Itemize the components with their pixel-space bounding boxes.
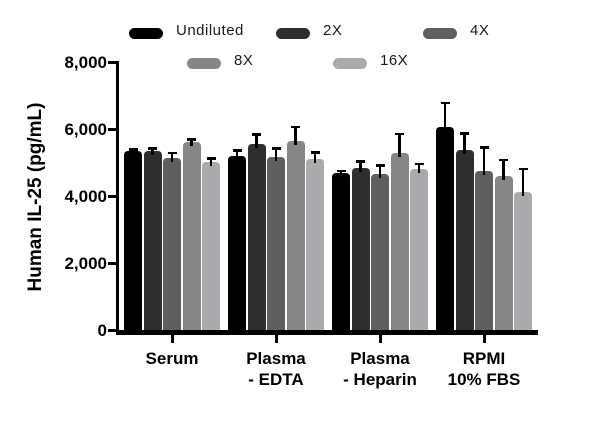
error-bar-cap bbox=[395, 132, 404, 136]
x-axis-tick bbox=[170, 334, 174, 343]
y-tick-label: 8,000 bbox=[64, 52, 107, 72]
x-axis-tick bbox=[482, 334, 486, 343]
error-bar-line bbox=[463, 133, 466, 155]
error-bar-cap bbox=[148, 147, 157, 150]
error-bar-line bbox=[151, 148, 154, 156]
bar-16x-group3 bbox=[410, 168, 428, 330]
error-bar-cap bbox=[460, 132, 469, 135]
error-bar-cap bbox=[271, 147, 281, 150]
error-bar-line bbox=[521, 168, 525, 196]
y-tick-label: 0 bbox=[97, 320, 107, 340]
error-bar-line bbox=[378, 165, 382, 178]
bar-8x-group1 bbox=[182, 142, 201, 330]
x-axis-group-label: Plasma - EDTA bbox=[246, 349, 306, 389]
bar-undiluted-group2 bbox=[228, 156, 246, 330]
error-bar-cap bbox=[167, 151, 177, 155]
x-axis-group-label: RPMI 10% FBS bbox=[447, 349, 521, 389]
legend-swatch-2x bbox=[276, 28, 310, 39]
error-bar-line bbox=[235, 150, 239, 161]
bar-4x-group1 bbox=[163, 158, 181, 330]
bar-8x-group2 bbox=[286, 140, 305, 330]
error-bar-cap bbox=[252, 133, 261, 136]
error-bar-line bbox=[417, 163, 421, 173]
error-bar-cap bbox=[375, 164, 385, 167]
y-axis-line bbox=[116, 61, 119, 334]
bar-undiluted-group4 bbox=[436, 126, 454, 330]
bar-undiluted-group1 bbox=[124, 151, 142, 330]
bar-16x-group4 bbox=[514, 191, 532, 330]
y-axis-tick bbox=[108, 328, 116, 332]
error-bar-cap bbox=[499, 158, 508, 162]
error-bar-line bbox=[313, 152, 317, 164]
error-bar-line bbox=[294, 126, 297, 145]
legend-label-8x: 8X bbox=[234, 52, 254, 69]
error-bar-line bbox=[170, 152, 174, 163]
error-bar-cap bbox=[518, 167, 528, 171]
error-bar-line bbox=[482, 147, 486, 175]
error-bar-line bbox=[274, 148, 278, 162]
error-bar-line bbox=[359, 161, 362, 173]
bar-16x-group1 bbox=[202, 162, 220, 330]
error-bar-cap bbox=[310, 151, 320, 154]
error-bar-line bbox=[190, 139, 193, 147]
bar-2x-group1 bbox=[143, 151, 162, 330]
error-bar-line bbox=[131, 149, 135, 156]
bar-8x-group4 bbox=[494, 175, 513, 330]
error-bar-cap bbox=[356, 160, 365, 163]
y-tick-label: 2,000 bbox=[64, 253, 107, 273]
bar-undiluted-group3 bbox=[332, 172, 350, 330]
error-bar-line bbox=[443, 102, 447, 131]
error-bar-cap bbox=[414, 162, 424, 165]
error-bar-cap bbox=[336, 169, 346, 173]
error-bar-line bbox=[339, 170, 343, 177]
bar-8x-group3 bbox=[390, 153, 409, 330]
legend-swatch-16x bbox=[333, 58, 367, 69]
error-bar-cap bbox=[187, 138, 196, 141]
bar-2x-group4 bbox=[455, 150, 474, 330]
y-axis-tick bbox=[108, 194, 116, 198]
bar-2x-group3 bbox=[351, 168, 370, 330]
error-bar-cap bbox=[479, 146, 489, 149]
error-bar-cap bbox=[128, 148, 138, 151]
legend-label-undiluted: Undiluted bbox=[176, 22, 244, 39]
x-axis-group-label: Serum bbox=[145, 349, 199, 368]
x-axis-tick bbox=[274, 334, 278, 343]
y-axis-tick bbox=[108, 60, 116, 64]
error-bar-line bbox=[255, 134, 258, 149]
error-bar-line bbox=[398, 133, 401, 158]
legend-label-16x: 16X bbox=[380, 52, 409, 69]
x-axis-line bbox=[116, 330, 538, 335]
error-bar-cap bbox=[440, 101, 450, 105]
x-axis-group-label: Plasma - Heparin bbox=[343, 349, 417, 389]
x-axis-tick bbox=[378, 334, 382, 343]
error-bar-cap bbox=[206, 157, 216, 160]
error-bar-line bbox=[502, 159, 505, 180]
bar-16x-group2 bbox=[306, 159, 324, 330]
y-tick-label: 4,000 bbox=[64, 186, 107, 206]
y-axis-tick bbox=[108, 261, 116, 265]
legend-swatch-undiluted bbox=[129, 28, 163, 39]
legend-label-4x: 4X bbox=[470, 22, 490, 39]
bar-2x-group2 bbox=[247, 144, 266, 330]
y-tick-label: 6,000 bbox=[64, 119, 107, 139]
error-bar-line bbox=[209, 158, 213, 167]
error-bar-cap bbox=[291, 125, 300, 129]
bar-4x-group3 bbox=[371, 173, 389, 330]
legend-swatch-4x bbox=[423, 28, 457, 39]
legend-label-2x: 2X bbox=[323, 22, 343, 39]
bar-4x-group4 bbox=[475, 170, 493, 330]
bar-4x-group2 bbox=[267, 157, 285, 330]
error-bar-cap bbox=[232, 149, 242, 152]
y-axis-tick bbox=[108, 127, 116, 131]
legend-swatch-8x bbox=[187, 58, 221, 69]
